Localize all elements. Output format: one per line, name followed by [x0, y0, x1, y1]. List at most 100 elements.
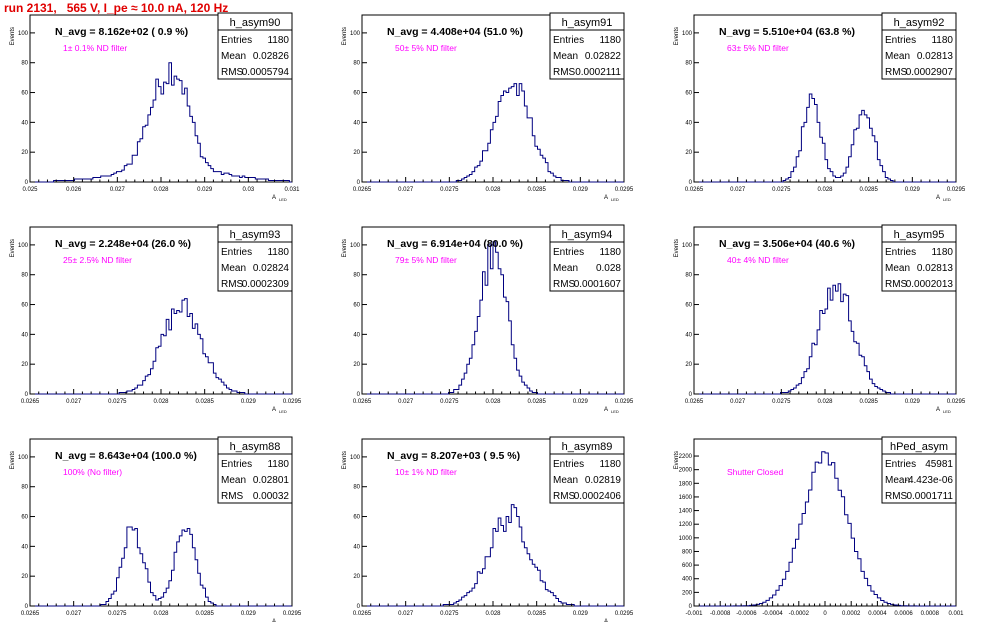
- stats-title: h_asym93: [230, 229, 281, 241]
- x-tick-label: 0.0265: [21, 611, 40, 617]
- x-tick-label: 0.028: [153, 611, 169, 617]
- y-tick-label: 2200: [679, 454, 693, 460]
- x-tick-label: 0.0285: [859, 187, 878, 193]
- x-tick-label: -0.001: [685, 611, 703, 617]
- stats-value-rms: 0.0005794: [242, 67, 290, 78]
- y-tick-label: 80: [353, 61, 360, 67]
- y-tick-label: 1200: [679, 522, 693, 528]
- x-axis-label-subscript: LED: [279, 197, 287, 202]
- x-tick-label: 0.029: [905, 399, 921, 405]
- y-tick-label: 2000: [679, 468, 693, 474]
- stats-key-mean: Mean: [221, 475, 246, 486]
- x-axis-label: A: [604, 619, 608, 622]
- y-tick-label: 60: [21, 303, 28, 309]
- y-tick-label: 80: [685, 273, 692, 279]
- y-tick-label: 0: [25, 604, 29, 610]
- stats-value-entries: 45981: [925, 459, 953, 470]
- y-tick-label: 100: [350, 243, 361, 249]
- y-tick-label: 400: [682, 577, 693, 583]
- run-title: run 2131, 565 V, I_pe ≈ 10.0 nA, 120 Hz: [4, 1, 229, 15]
- x-tick-label: 0.0285: [527, 187, 546, 193]
- histogram-series: [694, 283, 956, 395]
- y-tick-label: 80: [21, 485, 28, 491]
- stats-box: [881, 224, 957, 292]
- x-tick-label: 0.0008: [921, 611, 940, 617]
- x-tick-label: 0.028: [485, 187, 501, 193]
- stats-key-rms: RMS: [221, 67, 244, 78]
- histogram-series: [30, 298, 292, 395]
- x-tick-label: 0.0002: [842, 611, 861, 617]
- x-axis-label: A: [604, 195, 608, 201]
- y-tick-label: 20: [21, 574, 28, 580]
- stats-key-entries: Entries: [553, 247, 584, 258]
- stats-box: [217, 224, 293, 292]
- x-tick-label: 0.028: [153, 399, 169, 405]
- stats-key-mean: Mean: [553, 263, 578, 274]
- stats-box: [549, 224, 625, 292]
- stats-title: hPed_asym: [890, 441, 948, 453]
- y-tick-label: 60: [353, 515, 360, 521]
- stats-key-entries: Entries: [885, 247, 916, 258]
- stats-key-rms: RMS: [553, 67, 576, 78]
- stats-value-mean: 0.02801: [253, 475, 290, 486]
- stats-box: [549, 436, 625, 504]
- stats-value-entries: 1180: [599, 459, 621, 470]
- x-tick-label: 0.0275: [440, 399, 459, 405]
- y-tick-label: 20: [21, 150, 28, 156]
- y-tick-label: 20: [685, 150, 692, 156]
- stats-key-mean: Mean: [221, 51, 246, 62]
- x-tick-label: 0.001: [948, 611, 964, 617]
- stats-key-rms: RMS: [221, 491, 244, 502]
- x-tick-label: 0.029: [573, 187, 589, 193]
- y-tick-label: 100: [350, 455, 361, 461]
- n-avg-label: N_avg = 5.510e+04 (63.8 %): [719, 26, 855, 38]
- stats-key-rms: RMS: [221, 279, 244, 290]
- stats-key-rms: RMS: [885, 279, 908, 290]
- x-tick-label: 0.0275: [108, 399, 127, 405]
- x-tick-label: 0.0285: [527, 399, 546, 405]
- stats-key-mean: Mean: [553, 51, 578, 62]
- histogram-series: [362, 504, 624, 607]
- y-tick-label: 1800: [679, 481, 693, 487]
- n-avg-label: N_avg = 2.248e+04 (26.0 %): [55, 238, 191, 250]
- y-tick-label: 100: [682, 243, 693, 249]
- y-axis-label: Events: [674, 27, 680, 45]
- stats-key-entries: Entries: [553, 459, 584, 470]
- y-tick-label: 80: [353, 485, 360, 491]
- stats-key-entries: Entries: [553, 35, 584, 46]
- n-avg-label: N_avg = 4.408e+04 (51.0 %): [387, 26, 523, 38]
- x-tick-label: 0.029: [905, 187, 921, 193]
- stats-value-mean: -4.423e-06: [905, 475, 954, 486]
- x-tick-label: 0.0295: [947, 399, 966, 405]
- histogram-series: [694, 93, 956, 183]
- stats-key-entries: Entries: [885, 459, 916, 470]
- stats-value-rms: 0.00032: [253, 491, 290, 502]
- histogram-pad-h_asym94: 0.0265 0.027 0.0275 0.028 0.0285 0.029 0.0295 0…: [342, 224, 634, 414]
- stats-key-mean: Mean: [885, 263, 910, 274]
- x-tick-label: 0.025: [22, 187, 38, 193]
- histogram-pad-h_asym91: 0.0265 0.027 0.0275 0.028 0.0285 0.029 0.0295 0…: [342, 12, 634, 202]
- x-tick-label: 0.027: [398, 187, 414, 193]
- y-tick-label: 100: [350, 31, 361, 37]
- histogram-series: [30, 62, 292, 183]
- x-tick-label: 0.0295: [615, 399, 634, 405]
- filter-label: 25± 2.5% ND filter: [63, 255, 132, 265]
- histogram-pad-hPed_asym: -0.001 -0.0008 -0.0006 -0.0004 -0.0002 0 0.000…: [674, 436, 964, 617]
- stats-key-rms: RMS: [885, 67, 908, 78]
- filter-label: 79± 5% ND filter: [395, 255, 457, 265]
- n-avg-label: N_avg = 8.162e+02 ( 0.9 %): [55, 26, 188, 38]
- y-tick-label: 800: [682, 549, 693, 555]
- y-tick-label: 40: [21, 120, 28, 126]
- stats-value-entries: 1180: [931, 247, 953, 258]
- y-tick-label: 40: [685, 332, 692, 338]
- stats-value-mean: 0.02822: [585, 51, 622, 62]
- x-axis-label: A: [272, 619, 276, 622]
- x-tick-label: 0.0295: [947, 187, 966, 193]
- stats-key-entries: Entries: [221, 247, 252, 258]
- y-tick-label: 0: [357, 180, 361, 186]
- stats-title: h_asym91: [562, 17, 613, 29]
- x-axis-label-subscript: LED: [943, 409, 951, 414]
- x-axis-label: A: [604, 407, 608, 413]
- y-axis-label: Events: [674, 451, 680, 469]
